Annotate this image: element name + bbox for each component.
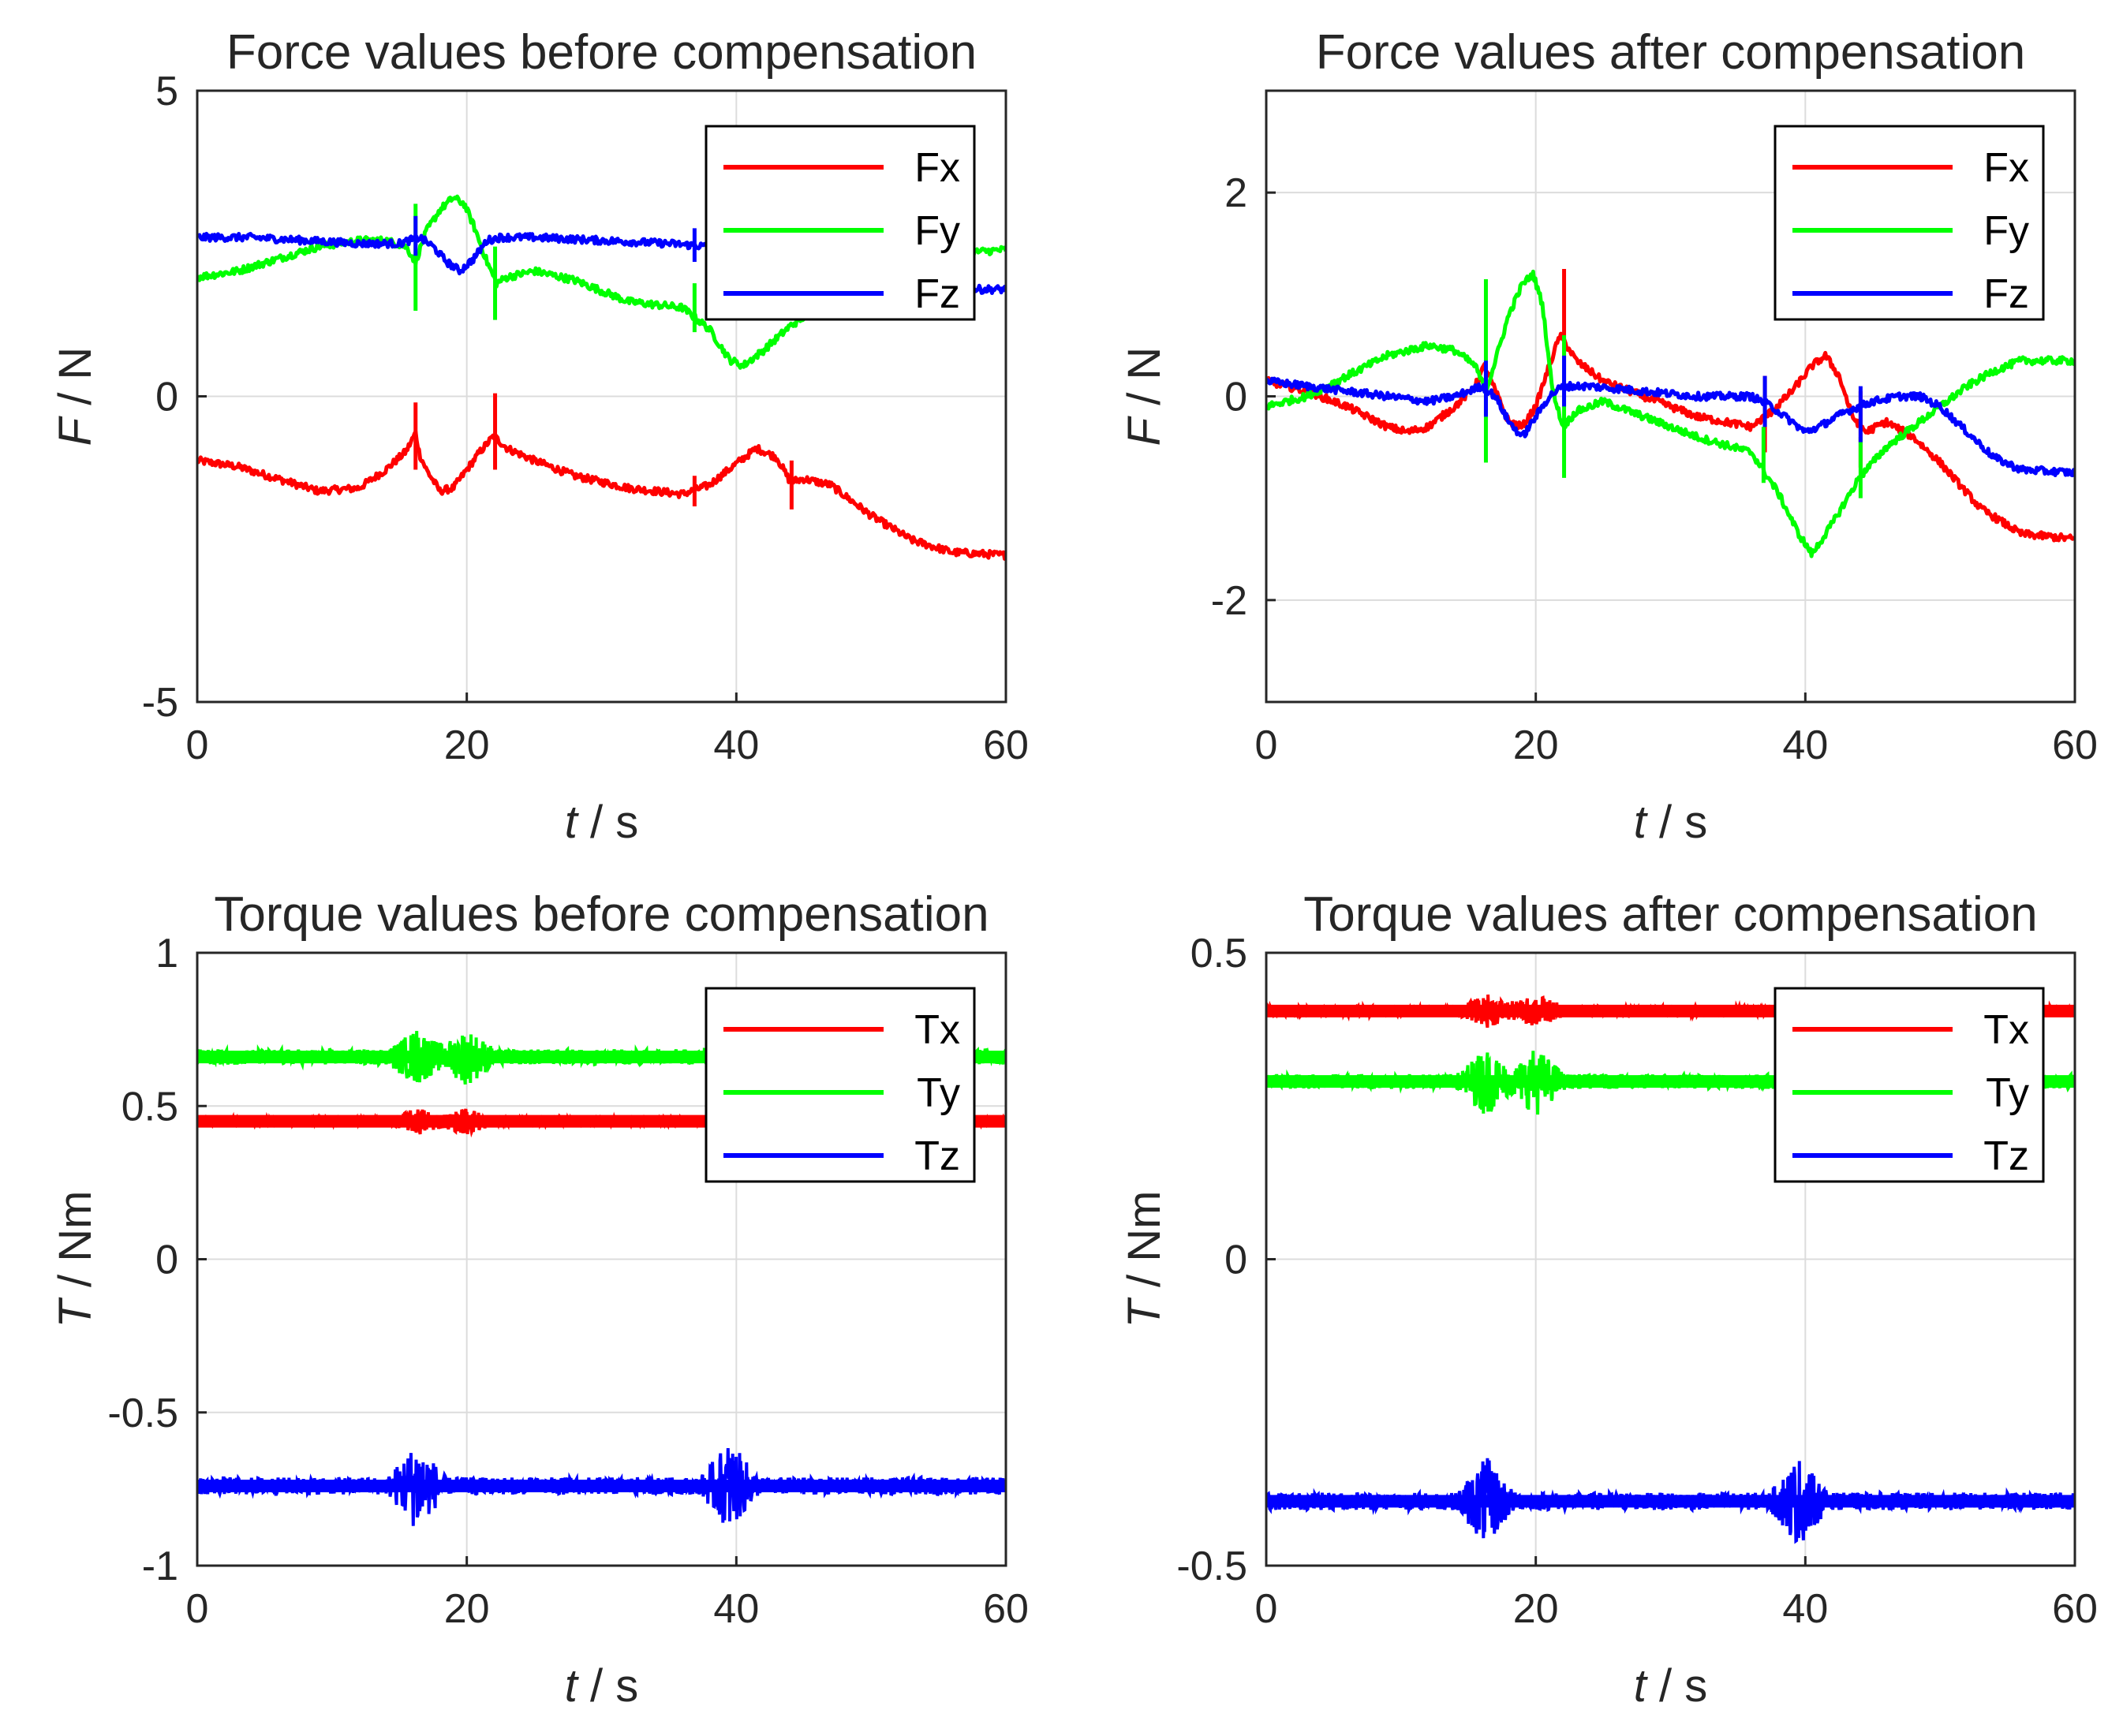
legend: Tx Ty Tz [705,987,976,1183]
x-tick-label: 0 [1255,1586,1278,1632]
y-tick-label: -2 [1211,578,1247,624]
legend-label-fx: Fx [1983,145,2029,191]
series-line-fz [1266,376,2075,478]
y-tick-label: -0.5 [107,1391,178,1436]
legend: Fx Fy Fz [1774,125,2045,321]
legend-label-ty: Ty [917,1070,960,1116]
y-tick-label: 0 [1224,1238,1247,1283]
x-axis-label: t / s [565,797,638,848]
x-tick-label: 0 [186,1586,209,1632]
x-tick-label: 40 [1782,1586,1828,1632]
chart-title: Torque values before compensation [214,887,989,942]
series-line-fx [197,429,1006,562]
x-tick-label: 20 [1513,722,1559,768]
chart-panel-2: 0 20 40 60 -2 0 2 Force values after compensati… [1119,25,2098,848]
legend-label-ty: Ty [1986,1070,2029,1116]
series-line-fx [1266,331,2075,543]
chart-panel-3: 0 20 40 60 -1 -0.5 0 0.5 1 Torque values before c… [50,887,1029,1712]
x-tick-label: 40 [1782,722,1828,768]
legend-label-fy: Fy [1983,208,2029,254]
series-group [1266,269,2075,558]
x-tick-label: 20 [1513,1586,1559,1632]
x-tick-label: 40 [713,1586,759,1632]
y-tick-label: -1 [142,1544,178,1589]
legend-label-tz: Tz [914,1133,960,1179]
legend-label-fy: Fy [914,208,960,254]
legend-label-fz: Fz [1983,271,2029,317]
y-tick-label: 0 [155,375,178,420]
y-axis-label: T / Nm [1119,1191,1170,1328]
chart-title: Torque values after compensation [1303,887,2038,942]
x-tick-label: 60 [983,1586,1029,1632]
legend: Fx Fy Fz [705,125,976,321]
x-tick-label: 60 [983,722,1029,768]
x-tick-label: 0 [1255,722,1278,768]
legend-label-tx: Tx [914,1007,960,1053]
y-axis-label: T / Nm [50,1191,101,1328]
x-tick-label: 40 [713,722,759,768]
x-axis-label: t / s [1634,797,1707,848]
y-tick-label: 5 [155,69,178,114]
legend-box [705,125,976,321]
y-tick-label: 2 [1224,170,1247,216]
y-tick-label: 1 [155,931,178,976]
x-axis-label: t / s [1634,1660,1707,1712]
legend: Tx Ty Tz [1774,987,2045,1183]
y-tick-label: 0 [1224,375,1247,420]
chart-title: Force values before compensation [226,25,977,80]
legend-label-fz: Fz [914,271,960,317]
x-tick-label: 20 [444,722,490,768]
legend-label-tx: Tx [1983,1007,2029,1053]
legend-box [1774,125,2045,321]
y-tick-label: 0.5 [121,1084,178,1129]
y-tick-label: -0.5 [1176,1544,1247,1589]
chart-title: Force values after compensation [1316,25,2025,80]
x-tick-label: 60 [2052,1586,2098,1632]
legend-label-tz: Tz [1983,1133,2029,1179]
x-tick-label: 0 [186,722,209,768]
y-tick-label: 0.5 [1190,931,1247,976]
x-tick-label: 60 [2052,722,2098,768]
y-axis-label: F / N [50,347,101,446]
legend-box [705,987,976,1183]
y-tick-label: -5 [142,680,178,726]
legend-box [1774,987,2045,1183]
x-axis-label: t / s [565,1660,638,1712]
y-tick-label: 0 [155,1238,178,1283]
x-tick-label: 20 [444,1586,490,1632]
legend-label-fx: Fx [914,145,960,191]
y-axis-label: F / N [1119,347,1170,446]
